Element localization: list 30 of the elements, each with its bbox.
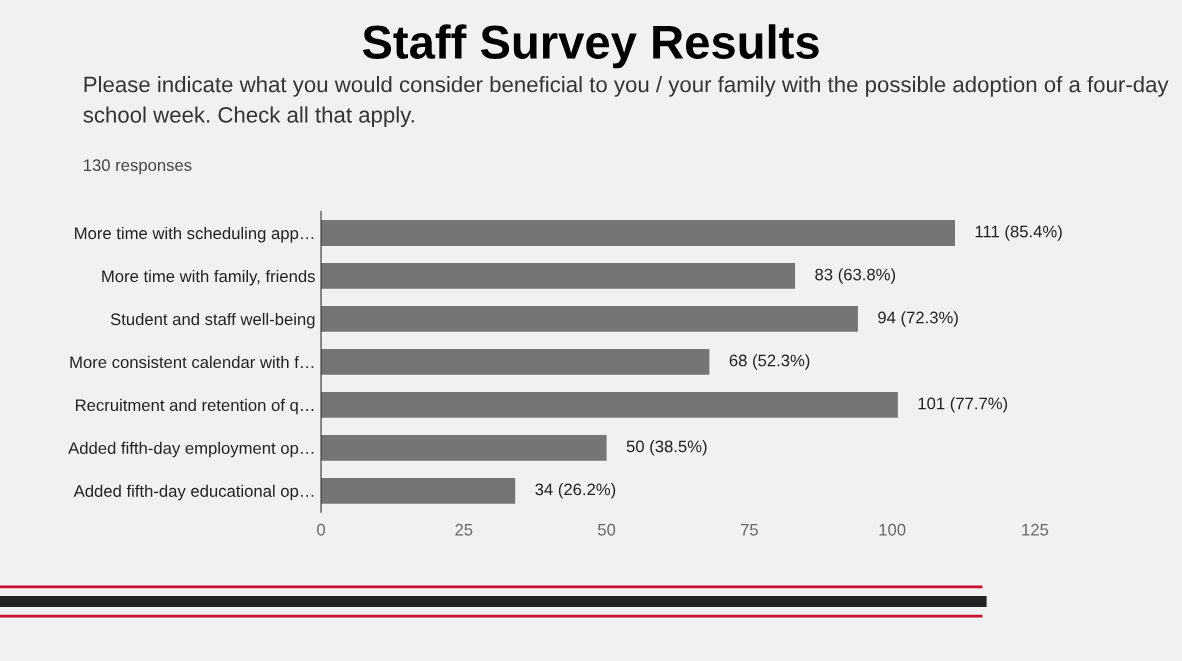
y-tick-label: Added fifth-day employment op… — [68, 441, 314, 458]
data-label: 68 (52.3%) — [729, 354, 810, 370]
data-label: 50 (38.5%) — [626, 440, 707, 456]
x-tick-label: 125 — [1022, 523, 1049, 536]
y-tick-label: Student and staff well-being — [110, 312, 315, 329]
bar — [321, 263, 796, 289]
data-label: 111 (85.4%) — [975, 225, 1062, 241]
bar — [321, 391, 898, 418]
y-tick-label: Added fifth-day educational op… — [73, 484, 314, 501]
y-tick-label: More consistent calendar with f… — [70, 355, 314, 369]
data-label: 94 (72.3%) — [878, 311, 958, 327]
bar — [321, 306, 858, 332]
x-tick-label: 0 — [317, 523, 326, 536]
x-tick-label: 100 — [879, 523, 906, 536]
y-tick-label: Recruitment and retention of q… — [75, 398, 314, 415]
bar — [321, 434, 607, 461]
bar — [321, 220, 955, 246]
chart-title: Staff Survey Results — [362, 24, 819, 69]
text: 130 responses — [84, 159, 192, 175]
bar — [321, 477, 516, 504]
data-label: 34 (26.2%) — [535, 483, 616, 499]
bar — [321, 349, 710, 375]
data-label: 83 (63.8%) — [815, 268, 896, 284]
chart-subtitle: Please indicate what you would consider beneficial to you / your family with the possible adoption of a four-day school week. Check all that apply. — [83, 76, 1169, 128]
x-tick-label: 75 — [740, 524, 758, 536]
data-label: 101 (77.7%) — [918, 397, 1008, 413]
y-tick-label: More time with family, friends — [102, 269, 315, 286]
y-tick-label: More time with scheduling app… — [75, 226, 314, 243]
x-tick-label: 50 — [598, 523, 616, 536]
x-tick-label: 25 — [455, 523, 473, 536]
